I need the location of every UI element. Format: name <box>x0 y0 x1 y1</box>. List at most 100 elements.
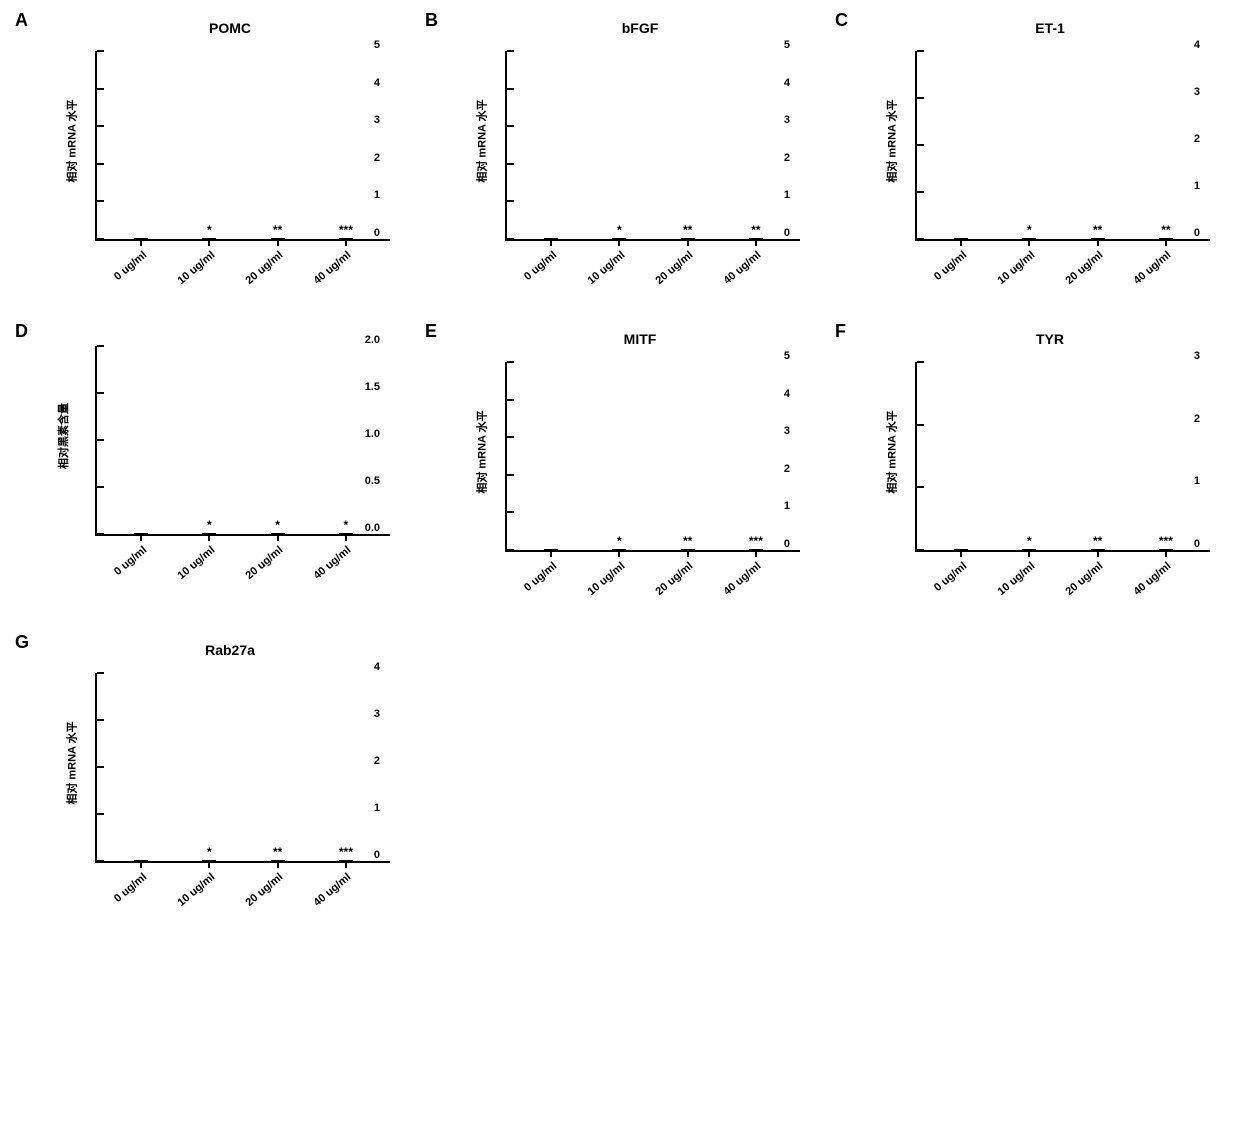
x-tick-label: 20 ug/ml <box>1063 560 1105 598</box>
plot: 0123450 ug/ml*10 ug/ml**20 ug/ml**40 ug/… <box>505 51 800 241</box>
chart-title: POMC <box>60 20 400 36</box>
significance-marker: * <box>617 535 622 547</box>
significance-marker: ** <box>273 224 282 236</box>
x-tick <box>140 239 142 246</box>
x-tick <box>755 239 757 246</box>
bars-container: 0 ug/ml*10 ug/ml*20 ug/ml*40 ug/ml <box>97 346 390 534</box>
x-tick <box>1165 239 1167 246</box>
y-axis-label: 相对 mRNA 水平 <box>64 721 80 804</box>
panel-label: C <box>835 10 848 31</box>
chart-grid: APOMC相对 mRNA 水平0123450 ug/ml*10 ug/ml**2… <box>20 20 1220 913</box>
y-axis-label: 相对 mRNA 水平 <box>474 410 490 493</box>
x-tick <box>618 550 620 557</box>
x-tick <box>755 550 757 557</box>
x-tick-label: 10 ug/ml <box>995 560 1037 598</box>
x-tick <box>1028 239 1030 246</box>
x-tick-label: 10 ug/ml <box>175 871 217 909</box>
panel-f: FTYR相对 mRNA 水平01230 ug/ml*10 ug/ml**20 u… <box>840 331 1220 602</box>
x-tick <box>1028 550 1030 557</box>
panel-label: B <box>425 10 438 31</box>
significance-marker: *** <box>339 846 353 858</box>
significance-marker: * <box>1027 224 1032 236</box>
x-tick <box>140 861 142 868</box>
plot: 012340 ug/ml*10 ug/ml**20 ug/ml**40 ug/m… <box>915 51 1210 241</box>
significance-marker: * <box>207 846 212 858</box>
significance-marker: * <box>344 519 349 531</box>
x-tick <box>345 534 347 541</box>
x-tick-label: 40 ug/ml <box>1132 249 1174 287</box>
x-tick-label: 0 ug/ml <box>112 871 149 905</box>
bars-container: 0 ug/ml*10 ug/ml**20 ug/ml***40 ug/ml <box>97 51 390 239</box>
x-tick-label: 40 ug/ml <box>722 560 764 598</box>
chart-area: 相对 mRNA 水平012340 ug/ml*10 ug/ml**20 ug/m… <box>70 663 400 863</box>
x-tick-label: 0 ug/ml <box>932 560 969 594</box>
chart-title: ET-1 <box>880 20 1220 36</box>
significance-marker: ** <box>1093 224 1102 236</box>
y-axis-label: 相对 mRNA 水平 <box>474 99 490 182</box>
y-tick-label: 5 <box>784 39 790 51</box>
x-tick-label: 20 ug/ml <box>243 871 285 909</box>
panel-c: CET-1相对 mRNA 水平012340 ug/ml*10 ug/ml**20… <box>840 20 1220 291</box>
x-tick-label: 10 ug/ml <box>175 249 217 287</box>
y-axis-label: 相对 mRNA 水平 <box>64 99 80 182</box>
y-axis-label: 相对 mRNA 水平 <box>884 99 900 182</box>
x-tick <box>277 861 279 868</box>
significance-marker: *** <box>339 224 353 236</box>
chart-area: 相对 mRNA 水平0123450 ug/ml*10 ug/ml**20 ug/… <box>480 352 810 552</box>
x-tick <box>208 534 210 541</box>
y-tick-label: 4 <box>1194 39 1200 51</box>
panel-e: EMITF相对 mRNA 水平0123450 ug/ml*10 ug/ml**2… <box>430 331 810 602</box>
significance-marker: * <box>1027 535 1032 547</box>
bars-container: 0 ug/ml*10 ug/ml**20 ug/ml***40 ug/ml <box>917 362 1210 550</box>
significance-marker: *** <box>749 535 763 547</box>
x-tick-label: 0 ug/ml <box>112 544 149 578</box>
x-tick <box>618 239 620 246</box>
y-tick-label: 4 <box>374 661 380 673</box>
plot: 0123450 ug/ml*10 ug/ml**20 ug/ml***40 ug… <box>505 362 800 552</box>
significance-marker: * <box>617 224 622 236</box>
x-tick <box>550 239 552 246</box>
plot: 0.00.51.01.52.00 ug/ml*10 ug/ml*20 ug/ml… <box>95 346 390 536</box>
panel-a: APOMC相对 mRNA 水平0123450 ug/ml*10 ug/ml**2… <box>20 20 400 291</box>
x-tick <box>1097 550 1099 557</box>
panel-label: F <box>835 321 846 342</box>
x-tick-label: 40 ug/ml <box>312 544 354 582</box>
y-tick-label: 5 <box>784 350 790 362</box>
x-tick <box>208 861 210 868</box>
x-tick <box>687 239 689 246</box>
x-tick <box>1097 239 1099 246</box>
panel-g: GRab27a相对 mRNA 水平012340 ug/ml*10 ug/ml**… <box>20 642 400 913</box>
x-tick-label: 0 ug/ml <box>112 249 149 283</box>
x-tick-label: 10 ug/ml <box>175 544 217 582</box>
significance-marker: * <box>275 519 280 531</box>
x-tick <box>960 239 962 246</box>
x-tick-label: 10 ug/ml <box>995 249 1037 287</box>
y-axis-label: 相对黑素含量 <box>55 403 71 469</box>
significance-marker: * <box>207 224 212 236</box>
chart-title: TYR <box>880 331 1220 347</box>
y-axis-label: 相对 mRNA 水平 <box>884 410 900 493</box>
x-tick <box>1165 550 1167 557</box>
significance-marker: *** <box>1159 535 1173 547</box>
x-tick-label: 10 ug/ml <box>585 249 627 287</box>
x-tick <box>208 239 210 246</box>
chart-area: 相对黑素含量0.00.51.01.52.00 ug/ml*10 ug/ml*20… <box>70 336 400 536</box>
significance-marker: ** <box>1093 535 1102 547</box>
bars-container: 0 ug/ml*10 ug/ml**20 ug/ml***40 ug/ml <box>97 673 390 861</box>
x-tick-label: 10 ug/ml <box>585 560 627 598</box>
x-tick <box>277 239 279 246</box>
significance-marker: ** <box>751 224 760 236</box>
x-tick <box>550 550 552 557</box>
x-tick-label: 0 ug/ml <box>522 249 559 283</box>
chart-area: 相对 mRNA 水平0123450 ug/ml*10 ug/ml**20 ug/… <box>70 41 400 241</box>
x-tick-label: 20 ug/ml <box>1063 249 1105 287</box>
significance-marker: ** <box>683 535 692 547</box>
x-tick-label: 40 ug/ml <box>1132 560 1174 598</box>
x-tick <box>140 534 142 541</box>
x-tick-label: 20 ug/ml <box>243 249 285 287</box>
y-tick-label: 5 <box>374 39 380 51</box>
panel-label: E <box>425 321 437 342</box>
significance-marker: ** <box>683 224 692 236</box>
y-tick-label: 2.0 <box>365 334 380 346</box>
x-tick <box>687 550 689 557</box>
